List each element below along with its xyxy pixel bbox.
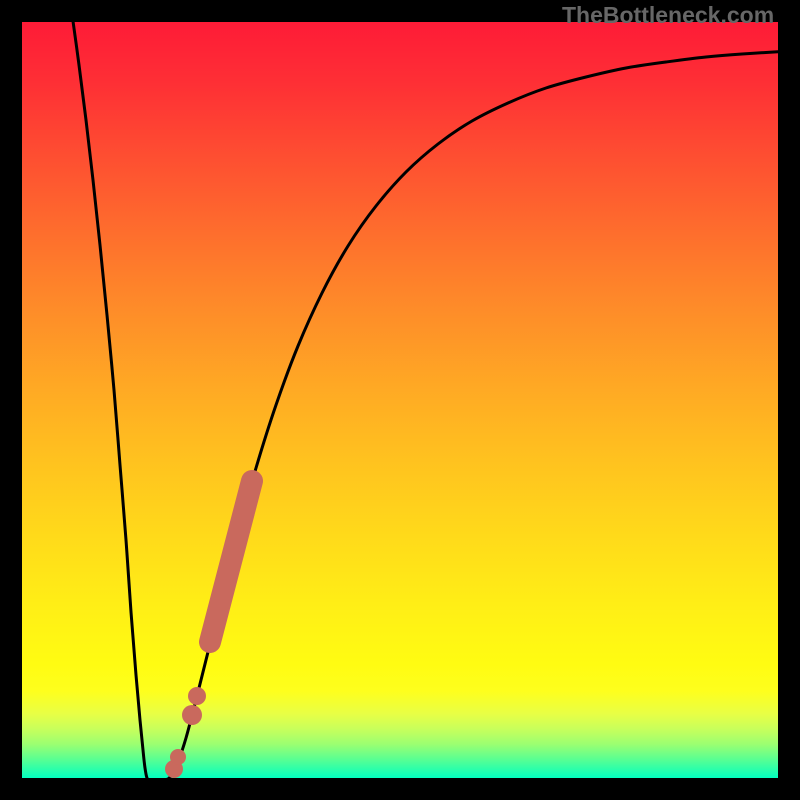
chart-container: TheBottleneck.com [0, 0, 800, 800]
watermark-text: TheBottleneck.com [562, 2, 774, 29]
plot-area [22, 22, 778, 778]
curve-layer [22, 22, 778, 778]
frame-right [778, 0, 800, 800]
frame-left [0, 0, 22, 800]
frame-bottom [0, 778, 800, 800]
